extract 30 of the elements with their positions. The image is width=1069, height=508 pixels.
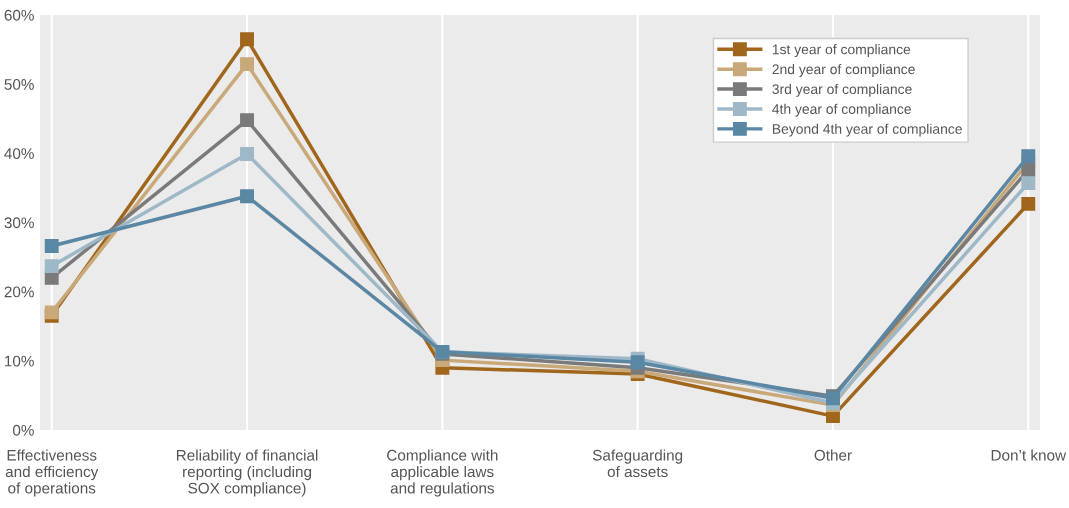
point <box>1021 162 1036 177</box>
x-tick-label: Don’t know <box>991 449 1067 461</box>
point <box>240 189 254 204</box>
y-tick-label: 50% <box>4 79 34 90</box>
legend-label: 4th year of compliance <box>772 103 911 117</box>
y-tick-label: 30% <box>4 217 34 229</box>
legend-label: 3rd year of compliance <box>772 83 912 97</box>
legend-label: 1st year of compliance <box>772 44 911 58</box>
point <box>44 239 59 253</box>
point <box>1021 149 1036 164</box>
point <box>240 113 254 128</box>
y-tick-label: 60% <box>4 9 34 21</box>
legend-label: Beyond 4th year of compliance <box>772 123 962 137</box>
x-tick-label: Safeguarding of assets <box>592 449 683 478</box>
point <box>1021 196 1036 211</box>
point <box>630 355 645 370</box>
y-tick-label: 10% <box>5 355 34 367</box>
y-tick-label: 0% <box>12 424 34 436</box>
x-tick-label: Compliance with applicable laws and regulations <box>387 449 498 497</box>
x-tick-label: Other <box>814 449 852 461</box>
y-tick-label: 20% <box>4 286 34 298</box>
point <box>44 259 59 274</box>
legend-label: 2nd year of compliance <box>772 63 915 77</box>
point <box>240 32 254 47</box>
point <box>240 57 254 72</box>
x-tick-label: Reliability of financial reporting (including SOX compliance) <box>176 449 318 497</box>
point <box>240 147 254 161</box>
point <box>1021 176 1036 191</box>
y-tick-label: 40% <box>4 148 34 160</box>
x-tick-label: Effectiveness and efficiency of operations <box>5 449 99 497</box>
